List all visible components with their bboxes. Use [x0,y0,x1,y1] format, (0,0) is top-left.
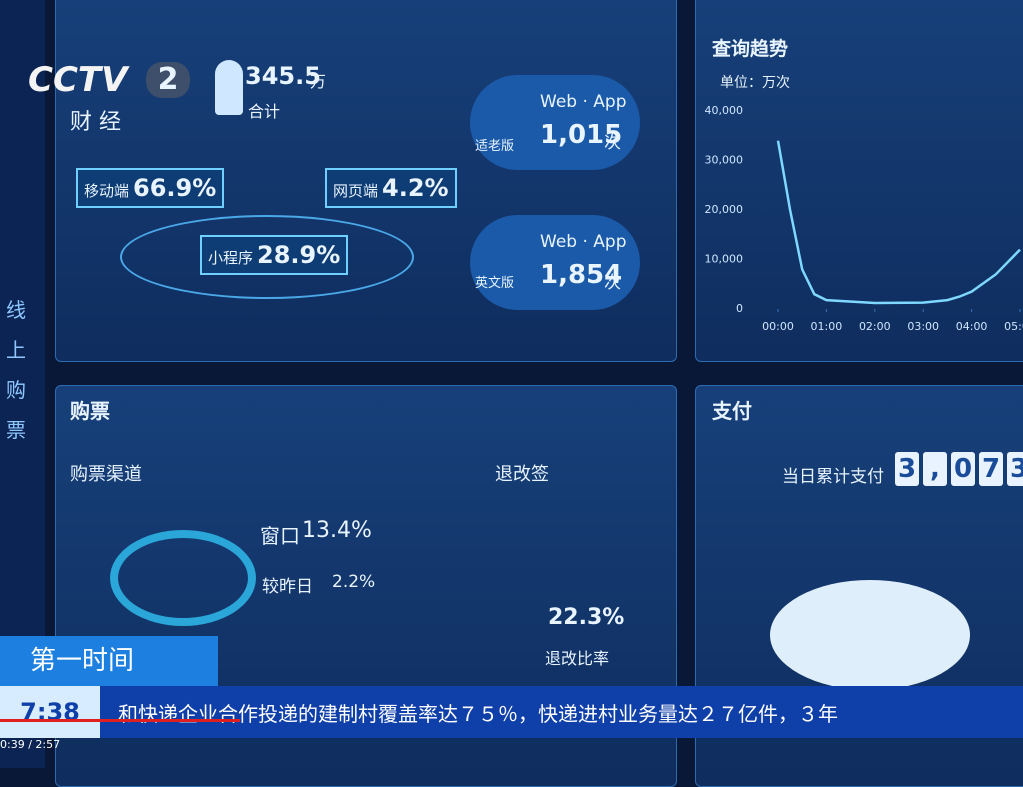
channel-share: 66.9% [133,174,217,202]
digit: 3 [895,452,919,486]
channel-share: 4.2% [382,174,449,202]
y-tick-label: 0 [736,302,743,315]
logo-brand: CCTV [28,60,128,100]
x-tick-label: 00:00 [762,320,794,333]
version-name: 适老版 [475,139,515,154]
y-tick-label: 20,000 [705,203,744,216]
window-share: 13.4% [302,518,372,543]
payment-title: 支付 [712,399,752,423]
player-time: 0:39 / 2:57 [0,738,61,751]
payment-label: 当日累计支付 [782,467,884,487]
version-name: 英文版 [475,276,515,291]
x-tick-label: 02:00 [859,320,891,333]
version-unit: 次 [604,133,621,153]
user-icon [215,60,243,115]
y-tick-label: 40,000 [705,104,744,117]
digit: 7 [979,452,1003,486]
compare-change: 2.2% [332,572,376,592]
channel-box: 小程序 28.9% [200,235,349,275]
version-platforms: Web · App [540,92,627,112]
x-tick-label: 01:00 [811,320,843,333]
channel-name: 小程序 [208,249,254,267]
channel-share: 28.9% [257,241,341,269]
program-name: 第一时间 [0,636,218,686]
ring-icon [110,530,256,626]
refund-label: 退改比率 [545,649,610,668]
total-label: 合计 [248,102,281,121]
chart-unit: 单位：万次 [720,75,790,91]
y-tick-label: 30,000 [705,154,744,167]
channel-name: 网页端 [333,182,379,200]
channel-name: 移动端 [84,182,130,200]
digit: 0 [951,452,975,486]
total-unit: 万 [310,72,327,91]
chart-title: 查询趋势 [712,38,789,60]
ticker-time: 7:38 [0,686,100,738]
ring [120,215,414,299]
side-title: 线上购票 [6,298,26,442]
y-tick-label: 10,000 [705,253,744,266]
version-count: 1,015 [540,120,623,150]
pie-icon [770,580,970,690]
version-card [470,75,640,170]
version-card [470,215,640,310]
trend-line [776,140,1021,305]
refund-title: 退改签 [495,464,549,485]
total-value: 345.5 [245,62,321,90]
progress-bar[interactable] [0,719,240,722]
x-tick-label: 04:00 [956,320,988,333]
channel-box: 网页端 4.2% [325,168,457,208]
tickets-title: 购票 [70,399,110,423]
digit: 3 [1007,452,1023,486]
x-tick-label: 03:00 [907,320,939,333]
channel-title: 购票渠道 [70,464,142,485]
trend-chart: 0 10,000 20,000 30,000 40,000 00:00 01:00 02:00… [705,104,1023,333]
channel-box: 移动端 66.9% [76,168,225,208]
digit: , [923,452,947,486]
compare-label: 较昨日 [262,577,313,597]
x-tick-label: 05:00 [1004,320,1023,333]
ticker-bar [0,686,1023,738]
version-unit: 次 [604,273,621,293]
logo-channel: 2 [146,62,190,98]
version-platforms: Web · App [540,232,627,252]
ticker-text: 和快递企业合作投递的建制村覆盖率达７５％，快递进村业务量达２７亿件，３年 [118,702,838,726]
window-name: 窗口 [260,524,300,548]
version-count: 1,854 [540,260,623,290]
logo-subtitle: 财 经 [70,110,121,135]
refund-rate: 22.3% [548,605,625,630]
